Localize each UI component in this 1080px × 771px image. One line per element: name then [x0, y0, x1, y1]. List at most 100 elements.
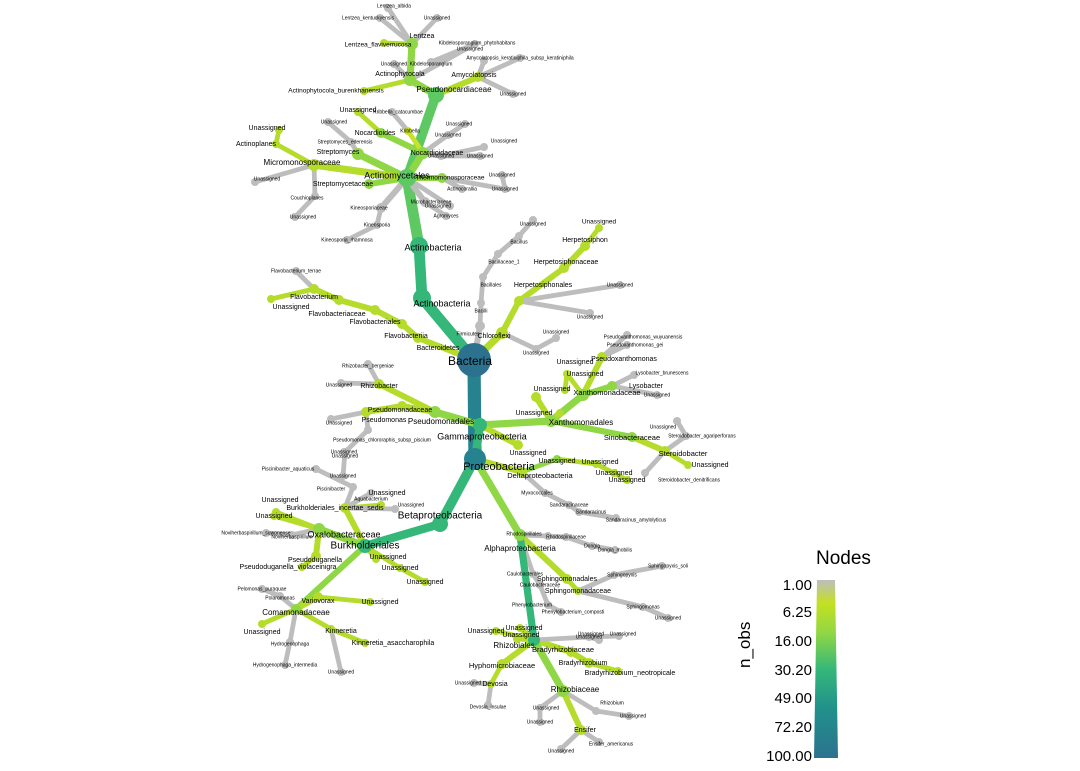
tree-node [298, 563, 306, 571]
tree-node [541, 489, 549, 497]
tree-node [623, 476, 631, 484]
node-label: Flavobacteriia [384, 333, 428, 340]
node-label: Unassigned [328, 669, 355, 675]
tree-node [388, 108, 396, 116]
tree-node [339, 472, 347, 480]
tree-edge [377, 15, 415, 47]
node-label: Unassigned [489, 172, 516, 178]
tree-edge [629, 434, 668, 454]
tree-edge [499, 298, 522, 336]
tree-node [529, 216, 537, 224]
tree-node [312, 465, 320, 473]
node-label: Unassigned [254, 176, 281, 182]
tree-node [614, 667, 622, 675]
tree-node [494, 250, 502, 258]
tree-node [413, 333, 423, 343]
tree-edge [593, 708, 632, 719]
node-label: Pseudoxanthomonas [591, 356, 657, 363]
tree-node [480, 143, 488, 151]
tree-edge [560, 688, 584, 733]
tree-edge [563, 534, 595, 549]
tree-node [597, 352, 607, 362]
tree-edge [328, 626, 344, 675]
tree-edge [287, 606, 299, 645]
tree-edge [580, 354, 605, 398]
node-label: Unassigned [467, 153, 494, 159]
node-label: Unassigned [650, 424, 677, 430]
node-label: Rhodospirillaceae [546, 534, 586, 540]
tree-node [611, 546, 619, 554]
tree-node [479, 273, 487, 281]
tree-node [515, 232, 523, 240]
node-label: Unassigned [330, 473, 357, 479]
tree-node [480, 57, 488, 65]
tree-node [313, 592, 323, 602]
node-label: Kinneretia [325, 628, 357, 635]
tree-node [630, 371, 638, 379]
tree-node [458, 185, 466, 193]
tree-node [397, 401, 407, 411]
tree-node [421, 578, 429, 586]
node-label: Polaromonas [265, 595, 295, 601]
tree-node [340, 448, 348, 456]
tree-node [557, 745, 565, 753]
tree-edge [325, 119, 354, 145]
tree-edge [401, 172, 425, 252]
node-label: Alphaproteobacteria [484, 544, 556, 553]
tree-edge [480, 251, 501, 280]
tree-node [384, 4, 392, 12]
node-label: Kibdelosporangium [410, 61, 453, 67]
node-label: Unassigned [620, 713, 647, 719]
node-label: Rhizobacter [360, 383, 398, 390]
legend-tick: 30.20 [774, 662, 812, 679]
node-label: Bacillales [480, 282, 502, 288]
tree-node [437, 173, 447, 183]
tree-node [470, 679, 478, 687]
tree-node [492, 627, 500, 635]
node-label: Pseudomonadales [408, 417, 474, 426]
node-label: Kineosporiaceae [350, 205, 387, 211]
tree-node [457, 343, 491, 377]
tree-edge [478, 274, 486, 306]
legend-tick: 16.00 [774, 633, 812, 650]
node-label: Unassigned [492, 186, 519, 192]
tree-node [553, 455, 561, 463]
tree-edge [376, 381, 438, 415]
tree-edge [586, 660, 621, 674]
tree-edge [315, 594, 373, 605]
tree-node [428, 87, 444, 103]
tree-node [340, 503, 350, 513]
node-label: Aquabacterium [354, 496, 388, 502]
node-label: Sandaracinaceae [550, 502, 589, 508]
tree-node [364, 179, 374, 189]
node-label: Unassigned [382, 565, 419, 572]
tree-node [592, 707, 600, 715]
tree-node [513, 635, 521, 643]
tree-node [413, 289, 431, 307]
tree-node [639, 603, 647, 611]
tree-node [291, 604, 301, 614]
node-label: Oxalobacteraceae [307, 529, 380, 539]
node-label: Unassigned [582, 459, 619, 466]
node-label: Sandaracinus_amylolyticus [606, 517, 667, 523]
node-label: Piscinibacter_aquaticus [262, 466, 315, 472]
node-label: Devosia [482, 681, 507, 688]
tree-node [311, 192, 319, 200]
tree-node [358, 539, 372, 553]
tree-node [592, 460, 600, 468]
tree-node [562, 533, 570, 541]
tree-node [258, 585, 266, 593]
tree-node [498, 171, 506, 179]
tree-edge [428, 41, 478, 65]
tree-node [501, 185, 509, 193]
tree-edge [342, 427, 371, 455]
tree-edge [342, 505, 368, 549]
node-label: Unassigned [576, 634, 603, 640]
tree-node [545, 415, 557, 427]
node-label: Streptomyces_ederensis [317, 139, 373, 145]
node-label: Dongia [584, 543, 600, 549]
tree-node [270, 512, 278, 520]
tree-edge [476, 417, 555, 429]
tree-node [559, 263, 569, 273]
node-label: Bacilli [474, 308, 487, 314]
